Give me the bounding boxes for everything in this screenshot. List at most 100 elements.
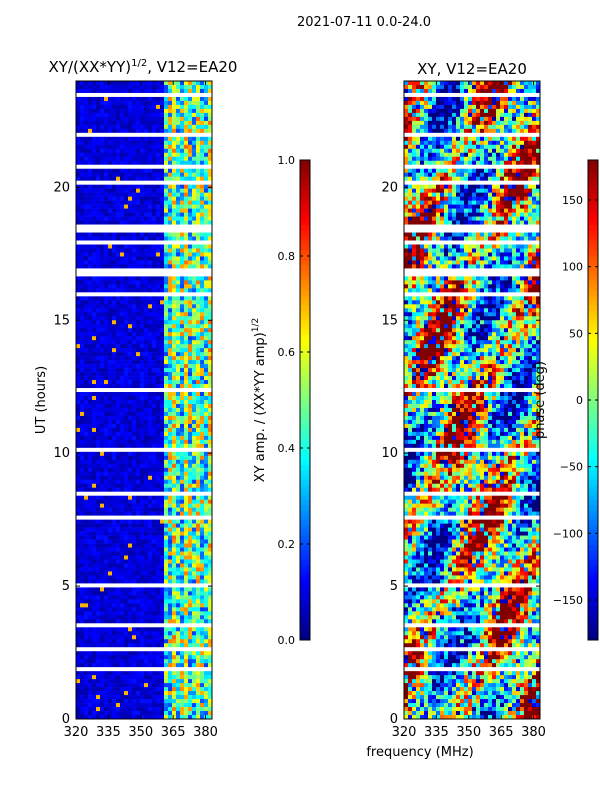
amp-heatmap-cell: [88, 587, 93, 592]
amp-heatmap-cell: [144, 136, 149, 142]
amp-heatmap-cell: [188, 435, 193, 441]
amp-heatmap-cell: [112, 400, 117, 405]
amp-heatmap-cell: [124, 400, 129, 405]
amp-heatmap-cell: [204, 499, 209, 504]
amp-heatmap-cell: [76, 627, 81, 632]
amp-heatmap-cell: [132, 208, 137, 213]
amp-heatmap-cell: [180, 547, 185, 552]
amp-heatmap-cell: [84, 396, 89, 401]
amp-heatmap-cell: [100, 120, 105, 126]
amp-heatmap-cell: [88, 575, 93, 580]
amp-heatmap-cell: [124, 320, 129, 325]
amp-heatmap-cell: [128, 627, 133, 632]
amp-heatmap-cell: [132, 244, 137, 249]
amp-heatmap-cell: [152, 455, 157, 461]
amp-heatmap-cell: [144, 511, 149, 516]
amp-heatmap-cell: [124, 431, 129, 437]
amp-heatmap-cell: [100, 272, 105, 277]
amp-heatmap-cell: [188, 108, 193, 114]
amp-heatmap-cell: [188, 511, 193, 516]
amp-heatmap-cell: [204, 527, 209, 532]
amp-heatmap-cell: [120, 216, 125, 221]
amp-heatmap-cell: [208, 555, 212, 560]
amp-heatmap-cell: [144, 467, 149, 473]
amp-heatmap-cell: [164, 515, 169, 520]
amp-heatmap-cell: [200, 196, 205, 201]
amp-heatmap-cell: [164, 336, 169, 341]
amp-heatmap-cell: [188, 212, 193, 217]
amp-heatmap-cell: [100, 547, 105, 552]
amp-heatmap-cell: [144, 400, 149, 405]
amp-heatmap-cell: [200, 547, 205, 552]
amp-heatmap-cell: [132, 535, 137, 540]
amp-heatmap-cell: [136, 419, 141, 425]
amp-heatmap-cell: [96, 264, 101, 269]
amp-heatmap-cell: [116, 384, 121, 389]
amp-heatmap-cell: [108, 451, 113, 457]
amp-heatmap-cell: [176, 523, 181, 528]
amp-heatmap-cell: [80, 252, 85, 257]
amp-heatmap-cell: [128, 443, 133, 449]
amp-heatmap-cell: [208, 112, 212, 118]
amp-heatmap-cell: [112, 559, 117, 564]
amp-heatmap-cell: [128, 551, 133, 556]
amp-heatmap-cell: [164, 603, 169, 608]
amp-heatmap-cell: [148, 228, 153, 233]
amp-heatmap-cell: [168, 631, 173, 636]
amp-heatmap-cell: [200, 260, 205, 265]
amp-heatmap-cell: [132, 292, 137, 297]
amp-heatmap-cell: [112, 356, 117, 361]
amp-heatmap-cell: [196, 447, 201, 453]
amp-heatmap-cell: [144, 547, 149, 552]
amp-heatmap-cell: [84, 180, 89, 185]
amp-heatmap-cell: [104, 403, 109, 409]
amp-heatmap-cell: [104, 236, 109, 241]
amp-heatmap-cell: [144, 124, 149, 130]
amp-heatmap-cell: [140, 643, 145, 648]
amp-heatmap-cell: [136, 415, 141, 421]
amp-heatmap-cell: [128, 400, 133, 405]
amp-heatmap-cell: [148, 332, 153, 337]
amp-heatmap-cell: [96, 108, 101, 114]
amp-heatmap-cell: [96, 403, 101, 409]
amp-heatmap-cell: [136, 304, 141, 309]
amp-heatmap-cell: [96, 519, 101, 524]
amp-heatmap-cell: [176, 144, 181, 150]
amp-heatmap-cell: [132, 240, 137, 245]
amp-heatmap-cell: [192, 415, 197, 421]
amp-heatmap-cell: [144, 108, 149, 114]
amp-heatmap-cell: [120, 180, 125, 185]
amp-heatmap-cell: [168, 116, 173, 122]
amp-heatmap-cell: [172, 100, 177, 106]
amp-heatmap-cell: [188, 220, 193, 225]
amp-heatmap-cell: [144, 627, 149, 632]
amp-heatmap-cell: [80, 523, 85, 528]
amp-heatmap-cell: [120, 431, 125, 437]
amp-heatmap-row: [76, 419, 212, 425]
amp-heatmap-cell: [188, 264, 193, 269]
amp-heatmap-cell: [92, 140, 97, 146]
amp-heatmap[interactable]: [76, 81, 212, 719]
amp-heatmap-cell: [144, 196, 149, 201]
amp-heatmap-cell: [160, 232, 165, 237]
amp-heatmap-cell: [204, 288, 209, 293]
amp-heatmap-cell: [116, 547, 121, 552]
amp-heatmap-cell: [92, 467, 97, 473]
amp-heatmap-cell: [124, 356, 129, 361]
amp-heatmap-cell: [160, 503, 165, 508]
amp-heatmap-cell: [172, 256, 177, 261]
amp-heatmap-cell: [168, 491, 173, 496]
amp-heatmap-cell: [80, 244, 85, 249]
amp-heatmap-cell: [200, 180, 205, 185]
amp-heatmap-cell: [80, 292, 85, 297]
amp-heatmap-cell: [200, 148, 205, 154]
amp-heatmap-cell: [180, 324, 185, 329]
amp-heatmap-cell: [96, 224, 101, 229]
amp-heatmap-row: [76, 615, 212, 620]
amp-heatmap-cell: [108, 240, 113, 245]
amp-heatmap-cell: [148, 300, 153, 305]
amp-heatmap-cell: [140, 116, 145, 122]
amp-heatmap-cell: [168, 336, 173, 341]
amp-heatmap-cell: [136, 128, 141, 134]
amp-heatmap-cell: [104, 423, 109, 429]
